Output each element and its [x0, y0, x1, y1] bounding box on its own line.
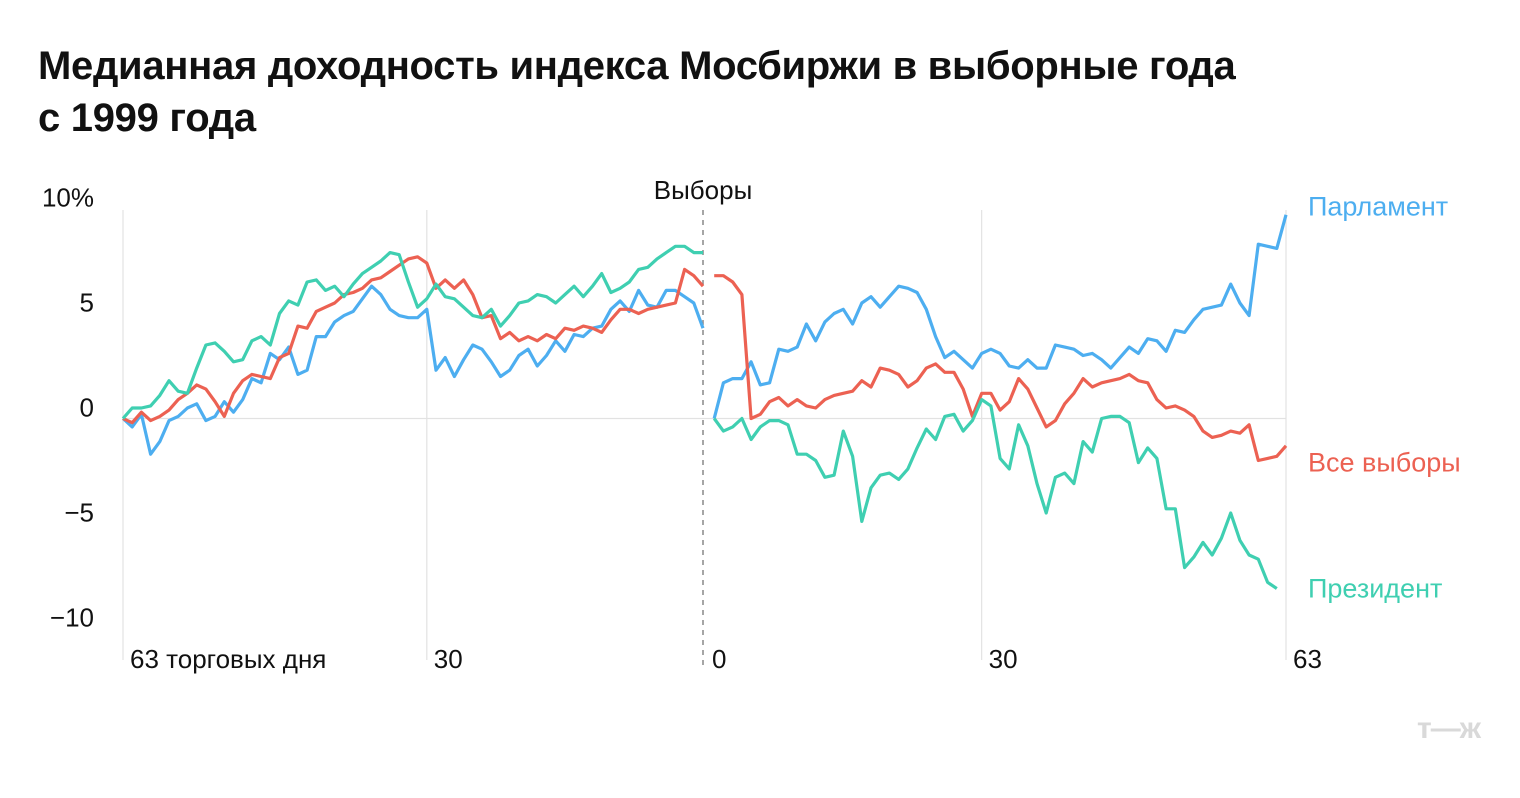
y-tick-label: 0 — [80, 393, 94, 423]
election-label: Выборы — [654, 175, 753, 205]
x-tick-label: 30 — [434, 644, 463, 674]
x-tick-label: 63 — [1293, 644, 1322, 674]
title-line-2: с 1999 года — [38, 96, 256, 140]
brand-logo: т—ж — [1417, 712, 1481, 745]
series-line-before — [121, 284, 705, 456]
series-label: Все выборы — [1308, 448, 1461, 478]
chart-title: Медианная доходность индекса Мосбиржи в … — [38, 40, 1438, 144]
x-tick-label: 0 — [712, 644, 726, 674]
series-line-before — [122, 255, 705, 425]
series-line-after — [712, 398, 1278, 590]
y-axis: 10% 5 0 −5 −10 — [42, 183, 94, 633]
series-label: Президент — [1308, 574, 1442, 604]
series-line-before — [121, 244, 703, 420]
x-axis: 63 торговых дня 30 0 30 63 — [130, 644, 1322, 674]
y-tick-label: 5 — [80, 288, 94, 318]
chart-grid: Выборы — [122, 175, 1287, 668]
series-line-after — [712, 214, 1288, 419]
y-tick-label: 10% — [42, 183, 94, 213]
series-lines — [121, 214, 1288, 590]
x-tick-label: 63 торговых дня — [130, 644, 326, 674]
title-line-1: Медианная доходность индекса Мосбиржи в … — [38, 44, 1236, 88]
series-line-after — [714, 274, 1288, 463]
y-tick-label: −5 — [64, 498, 94, 528]
series-labels: Парламент Все выборы Президент — [1308, 191, 1461, 603]
y-tick-label: −10 — [50, 603, 94, 633]
x-tick-label: 30 — [989, 644, 1018, 674]
series-label: Парламент — [1308, 191, 1448, 221]
